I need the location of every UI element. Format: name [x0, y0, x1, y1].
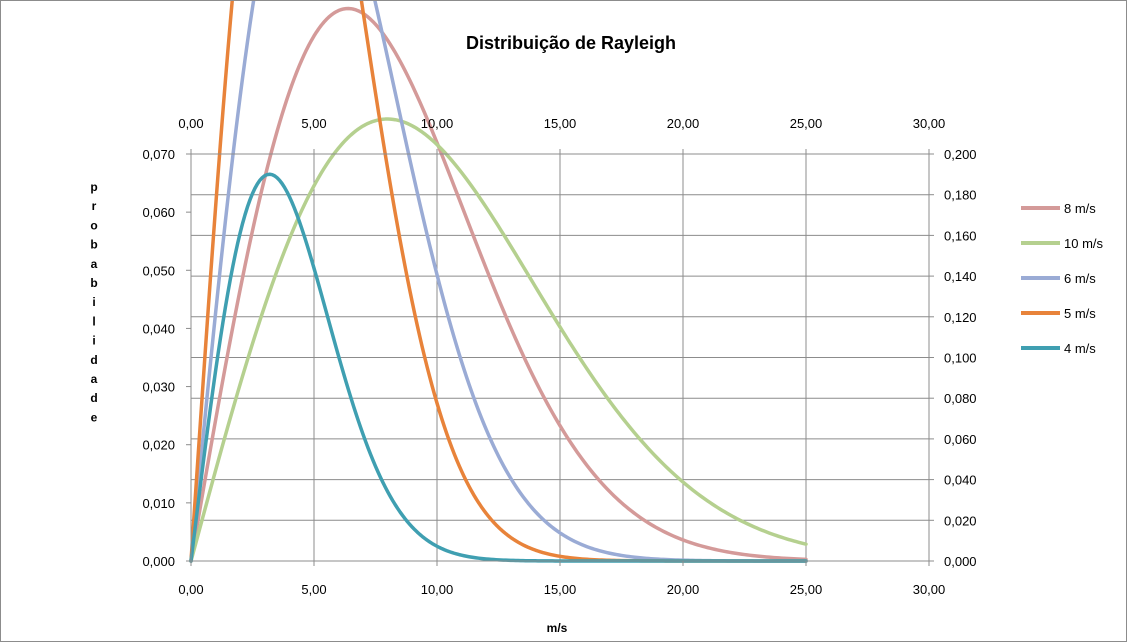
x-axis-label: m/s [547, 621, 568, 635]
y-right-tick-label: 0,120 [944, 310, 977, 325]
grid-layer [191, 154, 929, 561]
y-left-tick-label: 0,010 [142, 496, 175, 511]
y-axis-label-letter: d [90, 391, 97, 405]
series-line-8-m-s [189, 6, 808, 563]
legend-label: 6 m/s [1064, 271, 1096, 286]
y-left-tick-label: 0,040 [142, 321, 175, 336]
y-axis-label-letter: p [90, 180, 97, 194]
y-right-tick-label: 0,140 [944, 269, 977, 284]
x-top-tick-label: 25,00 [790, 116, 823, 131]
x-tick-label: 5,00 [301, 582, 326, 597]
y-axis-label-letter: d [90, 353, 97, 367]
y-right-tick-label: 0,020 [944, 513, 977, 528]
x-tick-label: 20,00 [667, 582, 700, 597]
x-tick-label: 30,00 [913, 582, 946, 597]
axis-layer: 0,00 0,00 5,00 5,00 10,00 10,00 15,00 15,00 20,0… [142, 116, 976, 597]
y-axis-label-letter: o [90, 218, 97, 232]
y-left-tick-label: 0,050 [142, 263, 175, 278]
y-axis-label-letter: l [92, 314, 95, 328]
y-left-tick-label: 0,020 [142, 438, 175, 453]
y-left-tick-label: 0,070 [142, 147, 175, 162]
legend-label: 5 m/s [1064, 306, 1096, 321]
x-tick-label: 0,00 [178, 582, 203, 597]
plot-border [190, 153, 930, 562]
y-axis-label-letter: a [91, 372, 98, 386]
x-top-tick-label: 0,00 [178, 116, 203, 131]
x-top-tick-label: 10,00 [421, 116, 454, 131]
y-axis-label-letter: i [92, 295, 95, 309]
y-right-tick-label: 0,060 [944, 432, 977, 447]
y-axis-label-letter: b [90, 238, 97, 252]
y-axis-label-letter: e [91, 410, 98, 424]
y-axis-label-letter: a [91, 257, 98, 271]
legend-label: 8 m/s [1064, 201, 1096, 216]
legend-label: 10 m/s [1064, 236, 1104, 251]
y-right-tick-label: 0,080 [944, 391, 977, 406]
y-left-tick-label: 0,000 [142, 554, 175, 569]
y-axis-label-letter: r [92, 199, 97, 213]
y-right-tick-label: 0,160 [944, 228, 977, 243]
y-right-tick-label: 0,040 [944, 473, 977, 488]
legend: 8 m/s 10 m/s 6 m/s 5 m/s 4 m/s [1021, 201, 1104, 356]
y-left-tick-label: 0,030 [142, 380, 175, 395]
legend-label: 4 m/s [1064, 341, 1096, 356]
y-axis-label-letter: b [90, 276, 97, 290]
series-layer [189, 1, 808, 563]
x-top-tick-label: 15,00 [544, 116, 577, 131]
y-right-tick-label: 0,000 [944, 554, 977, 569]
y-axis-label-letter: i [92, 334, 95, 348]
series-line-10-m-s [189, 117, 808, 563]
chart-title: Distribuição de Rayleigh [466, 33, 676, 53]
x-tick-label: 25,00 [790, 582, 823, 597]
y-right-tick-label: 0,200 [944, 147, 977, 162]
x-top-tick-label: 30,00 [913, 116, 946, 131]
x-tick-label: 15,00 [544, 582, 577, 597]
y-right-tick-label: 0,100 [944, 351, 977, 366]
x-top-tick-label: 5,00 [301, 116, 326, 131]
y-right-tick-label: 0,180 [944, 188, 977, 203]
x-top-tick-label: 20,00 [667, 116, 700, 131]
series-line-5-m-s [189, 1, 808, 563]
series-line-6-m-s [189, 1, 808, 563]
y-left-tick-label: 0,060 [142, 205, 175, 220]
x-tick-label: 10,00 [421, 582, 454, 597]
